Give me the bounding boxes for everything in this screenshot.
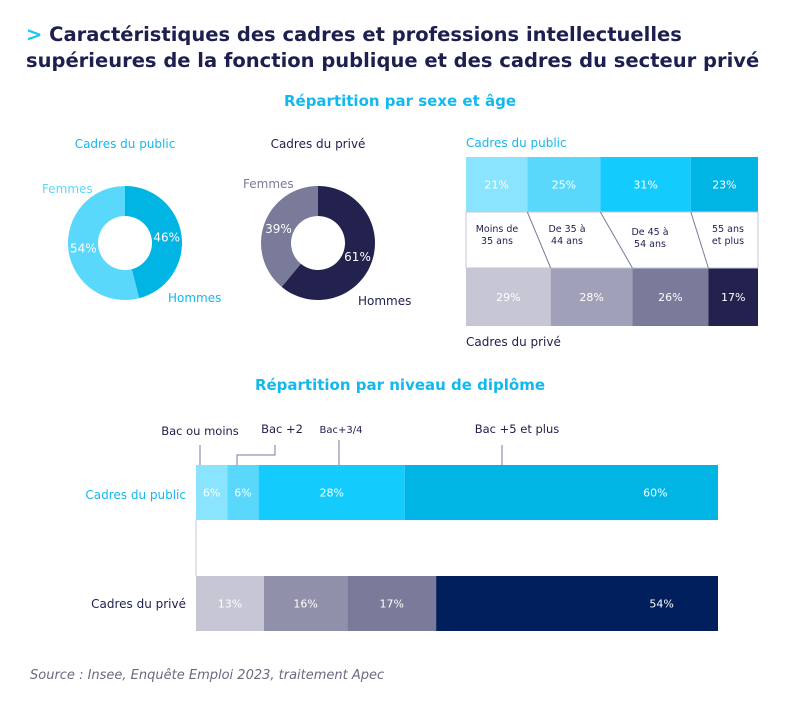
donut-legend-label: Femmes bbox=[42, 182, 93, 196]
diploma-category-label: Bac +2 bbox=[261, 422, 303, 436]
diploma-private-value-label: 13% bbox=[218, 598, 242, 611]
age-public-segment bbox=[466, 157, 528, 212]
age-private-segment bbox=[632, 268, 709, 326]
section-title-sex-age: Répartition par sexe et âge bbox=[283, 92, 517, 110]
diploma-public-value-label: 60% bbox=[643, 487, 667, 500]
diploma-private-value-label: 54% bbox=[649, 598, 673, 611]
diploma-private-segment bbox=[196, 576, 264, 631]
age-public-value-label: 25% bbox=[552, 179, 576, 192]
donut-value-label: 61% bbox=[344, 250, 371, 264]
donut-title: Cadres du public bbox=[75, 137, 176, 151]
diploma-private-value-label: 17% bbox=[380, 598, 404, 611]
age-private-segment bbox=[550, 268, 633, 326]
donut-legend-label: Hommes bbox=[358, 294, 411, 308]
diploma-public-value-label: 28% bbox=[319, 487, 343, 500]
donut-slice-femmes bbox=[261, 186, 318, 287]
diploma-public-title: Cadres du public bbox=[85, 488, 186, 502]
diploma-private-title: Cadres du privé bbox=[91, 597, 186, 611]
donut-title: Cadres du privé bbox=[271, 137, 366, 151]
donut-slice-hommes bbox=[125, 186, 182, 299]
age-private-segment bbox=[466, 268, 551, 326]
age-private-segment bbox=[708, 268, 758, 326]
age-connector-line bbox=[526, 211, 552, 269]
age-public-segment bbox=[527, 157, 601, 212]
page-title: > Caractéristiques des cadres et profess… bbox=[26, 23, 760, 72]
age-public-segment bbox=[690, 157, 758, 212]
diploma-public-value-label: 6% bbox=[203, 487, 220, 500]
age-private-value-label: 28% bbox=[579, 291, 603, 304]
donut-value-label: 39% bbox=[265, 222, 292, 236]
diploma-private-value-label: 16% bbox=[293, 598, 317, 611]
age-connector-line bbox=[690, 211, 709, 269]
age-category-label: 55 ans et plus bbox=[712, 224, 744, 247]
age-public-value-label: 31% bbox=[633, 179, 657, 192]
age-public-value-label: 21% bbox=[484, 179, 508, 192]
donut-legend-label: Hommes bbox=[168, 291, 221, 305]
age-category-label: De 45 à 54 ans bbox=[631, 227, 668, 250]
age-private-value-label: 26% bbox=[658, 291, 682, 304]
age-category-label: De 35 à 44 ans bbox=[548, 224, 585, 247]
age-public-title: Cadres du public bbox=[466, 136, 567, 150]
donut-slice-femmes bbox=[67, 186, 140, 300]
age-label-band bbox=[465, 211, 759, 269]
diploma-category-label: Bac ou moins bbox=[161, 424, 239, 438]
diploma-public-segment bbox=[258, 465, 405, 520]
age-private-value-label: 17% bbox=[721, 291, 745, 304]
diploma-public-segment bbox=[227, 465, 259, 520]
age-private-title: Cadres du privé bbox=[466, 335, 561, 349]
donut-slice-hommes bbox=[281, 186, 376, 300]
age-private-value-label: 29% bbox=[496, 291, 520, 304]
section-title-diploma: Répartition par niveau de diplôme bbox=[254, 376, 546, 394]
donut-value-label: 46% bbox=[153, 231, 180, 245]
diploma-annotation-line bbox=[236, 445, 276, 465]
age-public-segment bbox=[600, 157, 691, 212]
donut-legend-label: Femmes bbox=[243, 177, 294, 191]
diploma-private-segment bbox=[263, 576, 348, 631]
diploma-public-value-label: 6% bbox=[234, 487, 251, 500]
donut-value-label: 54% bbox=[70, 241, 97, 255]
diploma-public-segment bbox=[404, 465, 718, 520]
diploma-private-segment bbox=[347, 576, 437, 631]
diploma-category-label: Bac+3/4 bbox=[320, 425, 363, 436]
age-public-value-label: 23% bbox=[712, 179, 736, 192]
age-category-label: Moins de 35 ans bbox=[476, 224, 519, 247]
age-connector-line bbox=[599, 211, 633, 269]
diploma-category-label: Bac +5 et plus bbox=[475, 422, 560, 436]
diploma-public-segment bbox=[196, 465, 228, 520]
diploma-private-segment bbox=[436, 576, 718, 631]
source-note: Source : Insee, Enquête Emploi 2023, tra… bbox=[30, 668, 385, 683]
